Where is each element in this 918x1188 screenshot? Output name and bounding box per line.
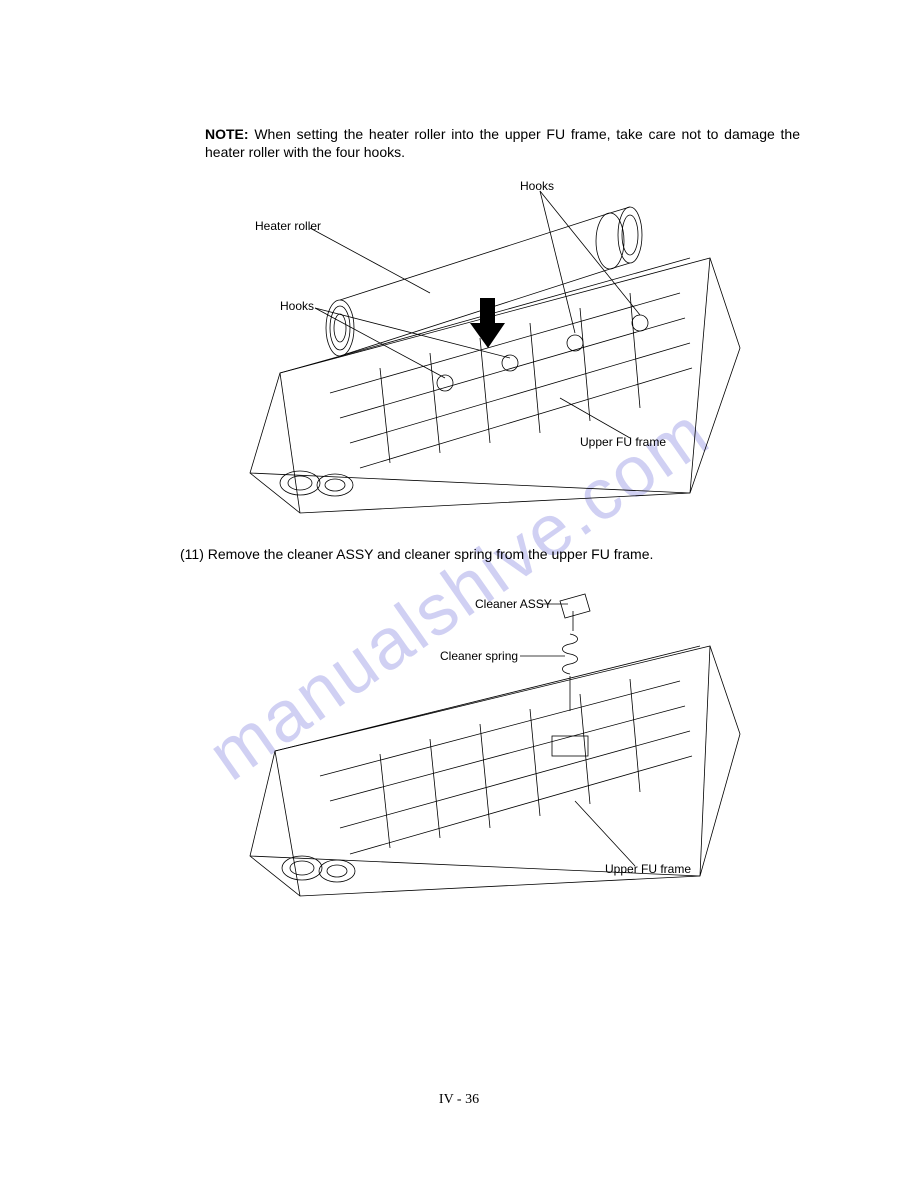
fig1-label-upper-fu: Upper FU frame [580, 435, 666, 449]
fig2-label-upper-fu: Upper FU frame [605, 862, 691, 876]
note-text: When setting the heater roller into the … [205, 126, 800, 160]
figure-2-svg [180, 576, 800, 906]
fig2-label-cleaner-assy: Cleaner ASSY [475, 597, 552, 611]
page-content: NOTE: When setting the heater roller int… [180, 125, 800, 906]
note-label: NOTE: [205, 126, 249, 142]
fig1-label-hooks-left: Hooks [280, 299, 314, 313]
step-11-text: Remove the cleaner ASSY and cleaner spri… [208, 546, 654, 562]
note-block: NOTE: When setting the heater roller int… [205, 125, 800, 161]
step-11: (11) Remove the cleaner ASSY and cleaner… [180, 545, 800, 563]
fig1-label-hooks-top: Hooks [520, 179, 554, 193]
figure-1: Heater roller Hooks Hooks Upper FU frame [180, 173, 800, 523]
fig1-label-heater-roller: Heater roller [255, 219, 321, 233]
step-11-number: (11) [180, 546, 204, 562]
page-number: IV - 36 [439, 1092, 479, 1108]
figure-2: Cleaner ASSY Cleaner spring Upper FU fra… [180, 576, 800, 906]
fig2-label-cleaner-spring: Cleaner spring [440, 649, 518, 663]
